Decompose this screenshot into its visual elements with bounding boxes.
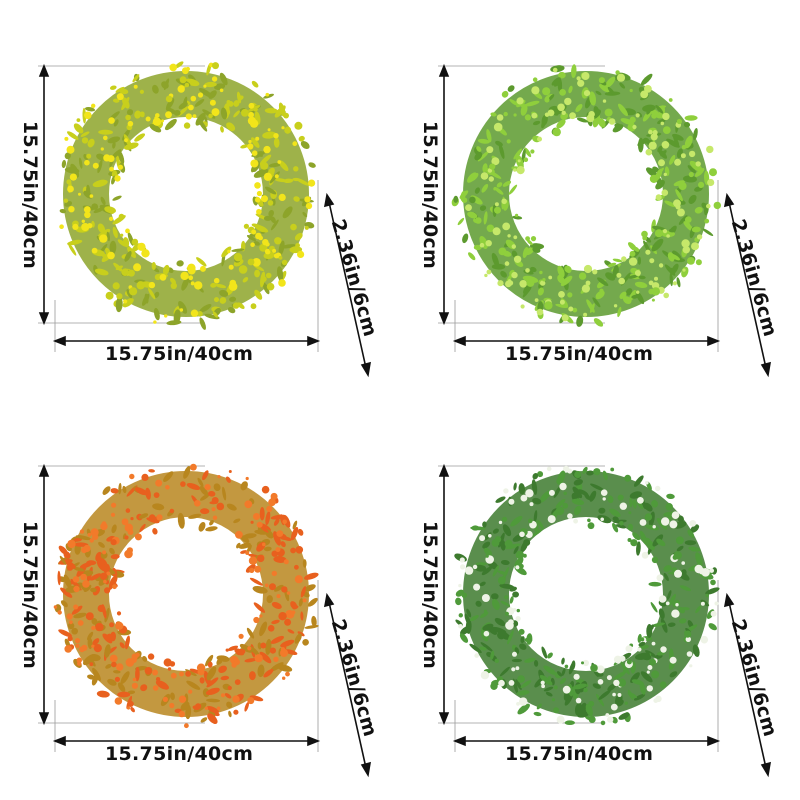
height-label: 15.75in/40cm (19, 120, 41, 270)
width-label: 15.75in/40cm (105, 743, 254, 765)
depth-arrow (728, 601, 767, 769)
height-label: 15.75in/40cm (19, 520, 41, 670)
wreath-panel-yellow: 15.75in/40cm 15.75in/40cm 2.36in/6cm (0, 0, 400, 400)
height-label: 15.75in/40cm (419, 120, 441, 270)
depth-arrow (328, 601, 367, 769)
width-label: 15.75in/40cm (105, 343, 254, 365)
height-label: 15.75in/40cm (419, 520, 441, 670)
depth-arrow (328, 201, 367, 369)
wreath-green-white (438, 463, 771, 778)
depth-arrow (728, 201, 767, 369)
wreath-panel-orange: 15.75in/40cm 15.75in/40cm 2.36in/6cm (0, 400, 400, 800)
width-label: 15.75in/40cm (505, 343, 654, 365)
width-label: 15.75in/40cm (505, 743, 654, 765)
wreath-orange (38, 463, 371, 778)
wreath-light-green (438, 63, 771, 378)
wreath-panel-light-green: 15.75in/40cm 15.75in/40cm 2.36in/6cm (400, 0, 800, 400)
wreath-panel-green-white: 15.75in/40cm 15.75in/40cm 2.36in/6cm (400, 400, 800, 800)
wreath-yellow (38, 61, 371, 378)
